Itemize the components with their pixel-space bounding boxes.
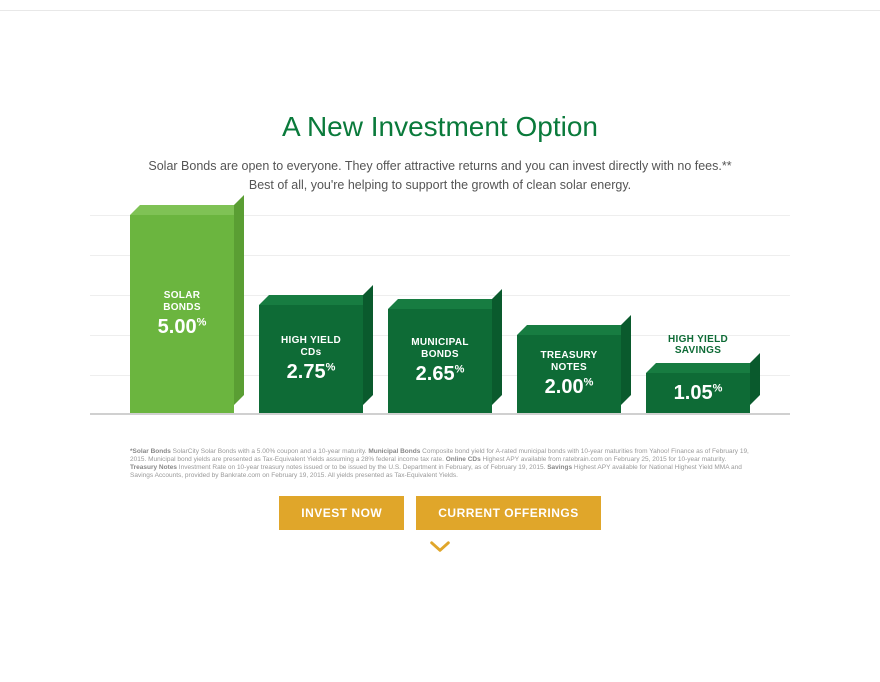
footnote-term: Savings — [547, 464, 572, 471]
bar-side-face — [363, 285, 373, 405]
scroll-down-indicator[interactable] — [0, 540, 880, 559]
bar-front-face: SOLARBONDS 5.00% — [130, 215, 234, 415]
bar-front-face: 1.05% — [646, 373, 750, 415]
footnote-term: Online CDs — [446, 456, 481, 463]
bar-value: 2.65% — [416, 363, 465, 386]
bar-value: 2.75% — [287, 361, 336, 384]
subtitle-line-1: Solar Bonds are open to everyone. They o… — [148, 159, 731, 173]
bar-side-face — [492, 289, 502, 405]
bar-top-face — [130, 205, 244, 215]
bar-top-face — [517, 325, 631, 335]
footnote-text: Investment Rate on 10-year treasury note… — [177, 464, 547, 471]
footnote-term: Municipal Bonds — [368, 448, 420, 455]
footnote-term: *Solar Bonds — [130, 448, 171, 455]
bar-top-face — [259, 295, 373, 305]
page-subtitle: Solar Bonds are open to everyone. They o… — [130, 157, 750, 195]
chart-bar: HIGH YIELDSAVINGS1.05% — [646, 373, 750, 415]
chart-bar: SOLARBONDS 5.00% — [130, 215, 234, 415]
bar-label: HIGH YIELDSAVINGS — [643, 334, 753, 357]
bar-front-face: MUNICIPALBONDS 2.65% — [388, 309, 492, 415]
footnote-text: Highest APY available from ratebrain.com… — [481, 456, 726, 463]
yield-bar-chart: SOLARBONDS 5.00% HIGH YIELDCDs 2.75% MUNICIP… — [130, 215, 750, 430]
bar-front-face: TREASURYNOTES 2.00% — [517, 335, 621, 415]
footnote-term: Treasury Notes — [130, 464, 177, 471]
bar-side-face — [234, 195, 244, 405]
bar-top-face — [388, 299, 502, 309]
bar-label: MUNICIPALBONDS — [411, 337, 469, 360]
chevron-down-icon — [430, 540, 450, 554]
bar-top-face — [646, 363, 760, 373]
bar-side-face — [621, 315, 631, 405]
chart-bar: HIGH YIELDCDs 2.75% — [259, 305, 363, 415]
bar-label: TREASURYNOTES — [540, 350, 597, 373]
cta-buttons: INVEST NOW CURRENT OFFERINGS — [0, 496, 880, 530]
bar-front-face: HIGH YIELDCDs 2.75% — [259, 305, 363, 415]
bar-value: 5.00% — [158, 316, 207, 339]
current-offerings-button[interactable]: CURRENT OFFERINGS — [416, 496, 601, 530]
chart-baseline — [90, 413, 790, 415]
chart-bars: SOLARBONDS 5.00% HIGH YIELDCDs 2.75% MUNICIP… — [130, 215, 750, 415]
footnote-text: SolarCity Solar Bonds with a 5.00% coupo… — [171, 448, 369, 455]
subtitle-line-2: Best of all, you're helping to support t… — [249, 178, 631, 192]
bar-value: 1.05% — [674, 382, 723, 405]
bar-label: SOLARBONDS — [163, 290, 201, 313]
chart-bar: MUNICIPALBONDS 2.65% — [388, 309, 492, 415]
chart-bar: TREASURYNOTES 2.00% — [517, 335, 621, 415]
invest-now-button[interactable]: INVEST NOW — [279, 496, 404, 530]
page: A New Investment Option Solar Bonds are … — [0, 10, 880, 682]
chart-footnote: *Solar Bonds SolarCity Solar Bonds with … — [130, 448, 750, 481]
page-title: A New Investment Option — [0, 111, 880, 143]
bar-value: 2.00% — [545, 376, 594, 399]
bar-label: HIGH YIELDCDs — [281, 335, 341, 358]
